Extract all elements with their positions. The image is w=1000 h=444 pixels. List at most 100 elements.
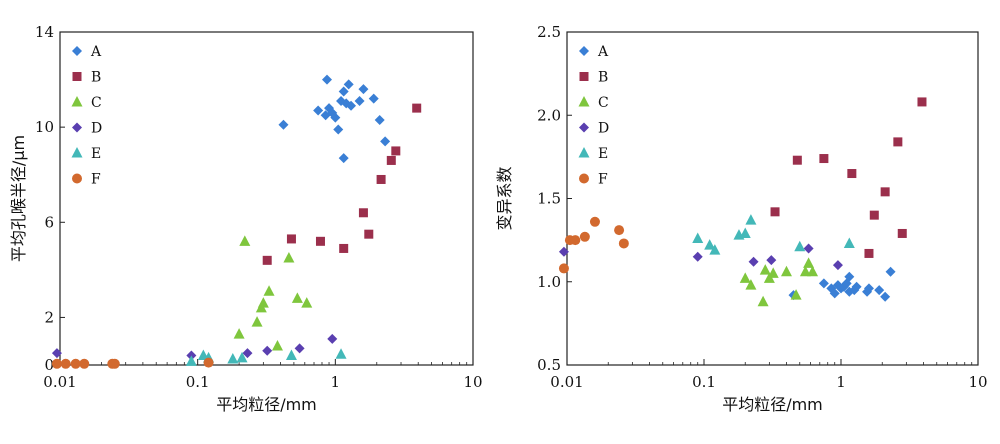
data-point <box>271 339 283 351</box>
data-point <box>374 115 385 126</box>
data-point <box>354 95 365 106</box>
data-point <box>368 93 379 104</box>
data-point <box>333 124 344 135</box>
data-point <box>322 74 333 85</box>
data-point <box>745 279 757 290</box>
data-point <box>829 288 840 299</box>
data-point <box>799 265 811 277</box>
data-point <box>739 272 751 283</box>
data-point <box>766 255 777 266</box>
data-point <box>343 79 354 90</box>
legend-label: F <box>598 172 608 188</box>
data-point <box>51 358 62 369</box>
y-tick-label: 1.5 <box>537 190 561 208</box>
data-point <box>748 256 759 267</box>
data-point <box>767 267 779 278</box>
data-point <box>818 278 829 289</box>
data-point <box>242 348 253 359</box>
legend-label: E <box>598 146 608 162</box>
data-point <box>60 358 71 369</box>
data-point <box>185 355 197 366</box>
data-point <box>227 353 239 364</box>
data-point <box>257 297 269 308</box>
y-tick-label: 2.0 <box>537 106 561 124</box>
data-point <box>709 244 721 255</box>
data-point <box>109 358 120 369</box>
plot-frame <box>59 31 474 366</box>
data-point <box>278 119 289 130</box>
data-point <box>339 243 349 253</box>
data-point <box>874 285 885 296</box>
data-point <box>803 257 815 268</box>
data-point <box>757 295 769 307</box>
data-point <box>885 266 896 277</box>
y-tick-label: 6 <box>44 213 54 231</box>
data-point <box>376 174 386 184</box>
data-point <box>239 235 251 246</box>
y-tick-label: 2.5 <box>537 23 561 41</box>
chart-right: 0.5 1.0 1.5 2.0 2.5 0.01 0.1 1 10 平均粒径/mm 变异系数 ABCD… <box>495 23 988 414</box>
data-point <box>263 285 275 296</box>
x-axis-title: 平均粒径/mm <box>722 395 823 414</box>
legend-label: C <box>598 95 609 111</box>
data-point <box>251 316 263 327</box>
data-point <box>851 281 862 292</box>
legend-label: C <box>91 95 102 111</box>
data-point <box>863 283 874 294</box>
data-point <box>70 358 81 369</box>
legend-marker <box>72 173 82 184</box>
data-point <box>792 155 802 165</box>
legend-marker <box>579 72 589 81</box>
data-point <box>770 207 780 217</box>
data-point <box>780 265 792 277</box>
data-point <box>338 86 349 97</box>
legend-label: D <box>598 121 609 137</box>
data-point <box>880 187 890 197</box>
y-tick-label: 0 <box>44 356 54 374</box>
legend-marker <box>578 147 590 158</box>
data-point <box>819 154 829 164</box>
data-point <box>704 239 716 250</box>
data-point <box>346 100 357 111</box>
y-tick-label: 2 <box>44 308 54 326</box>
data-point <box>386 155 396 165</box>
data-point <box>917 97 927 107</box>
data-point <box>843 237 855 248</box>
data-point <box>897 228 907 238</box>
x-tick-label: 1 <box>836 373 846 391</box>
data-point <box>803 243 814 254</box>
data-point <box>313 105 324 116</box>
data-point <box>358 208 368 218</box>
x-tick-label: 0.01 <box>550 373 583 391</box>
y-tick-label: 14 <box>35 23 54 41</box>
data-point <box>807 265 819 277</box>
y-tick-label: 1.0 <box>537 273 561 291</box>
data-point <box>327 333 338 344</box>
legend-marker <box>72 72 82 81</box>
data-point <box>301 297 313 308</box>
y-axis-title: 平均孔喉半径/μm <box>9 135 28 262</box>
y-tick-label: 10 <box>35 118 54 136</box>
data-point <box>285 349 297 360</box>
data-point <box>692 232 704 243</box>
legend-marker <box>578 96 590 107</box>
data-point <box>558 263 569 274</box>
data-point <box>236 351 248 363</box>
legend-marker <box>71 147 83 158</box>
legend-marker <box>72 122 82 133</box>
data-point <box>358 84 369 95</box>
data-point <box>291 292 303 303</box>
legend-label: E <box>91 146 101 162</box>
data-point <box>832 260 843 271</box>
x-tick-label: 0.1 <box>186 373 210 391</box>
data-point <box>338 153 349 164</box>
data-point <box>614 225 625 236</box>
data-point <box>364 229 374 239</box>
data-point <box>745 214 757 225</box>
data-point <box>294 343 305 354</box>
data-point <box>233 328 245 339</box>
legend-marker <box>579 173 589 184</box>
data-point <box>589 216 600 227</box>
data-point <box>739 227 751 238</box>
